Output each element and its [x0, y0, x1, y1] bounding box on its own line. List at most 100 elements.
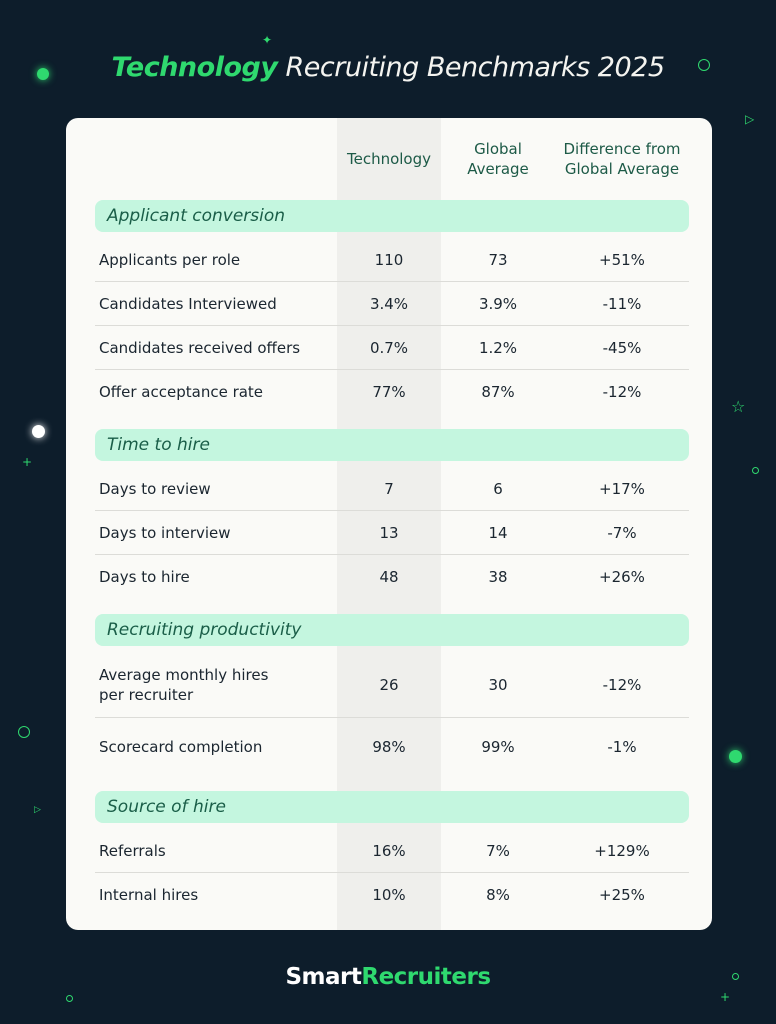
row-label-line: Average monthly hires	[99, 665, 269, 684]
table-row: Referrals 16% 7% +129%	[95, 829, 689, 873]
row-label-line: Offer acceptance rate	[99, 382, 264, 401]
difference-value: +25%	[599, 885, 645, 904]
table-header-row: Technology Global Average Difference from…	[95, 118, 689, 200]
row-label-line: Scorecard completion	[99, 737, 263, 756]
decorative-plus-icon: ✦	[262, 33, 273, 47]
table-row: Scorecard completion 98% 99% -1%	[95, 718, 689, 775]
section-header: Recruiting productivity	[95, 614, 689, 646]
difference-value: -1%	[607, 737, 637, 756]
decorative-ring	[752, 467, 759, 474]
technology-value: 110	[374, 250, 404, 269]
row-label-line: Days to hire	[99, 567, 190, 586]
row-label-line: Candidates received offers	[99, 338, 301, 357]
row-label: Internal hires	[95, 886, 337, 904]
row-label-line: Applicants per role	[99, 250, 241, 269]
global-average-value: 99%	[481, 737, 515, 756]
header-line: Technology	[346, 150, 432, 168]
global-average-value: 30	[488, 675, 508, 694]
global-average-value: 73	[488, 250, 508, 269]
technology-value: 16%	[372, 841, 406, 860]
decorative-triangle-icon: ▷	[745, 112, 755, 126]
global-average-value: 1.2%	[478, 338, 518, 357]
row-label-line: Candidates Interviewed	[99, 294, 277, 313]
difference-value: -12%	[602, 675, 642, 694]
header-line: Difference from	[563, 140, 681, 158]
global-average-value: 7%	[486, 841, 510, 860]
difference-value: +51%	[599, 250, 645, 269]
decorative-ring	[18, 726, 30, 738]
global-average-value: 14	[488, 523, 508, 542]
technology-value: 48	[379, 567, 399, 586]
global-average-value: 38	[488, 567, 508, 586]
technology-value: 13	[379, 523, 399, 542]
decorative-glow-dot	[729, 750, 742, 763]
title-rest: Recruiting Benchmarks 2025	[277, 52, 666, 83]
row-label: Days to review	[95, 480, 337, 498]
row-label: Average monthly hires per recruiter	[95, 665, 337, 705]
page-title: Technology Recruiting Benchmarks 2025	[0, 52, 776, 83]
table-row: Applicants per role 110 73 +51%	[95, 238, 689, 282]
technology-value: 77%	[372, 382, 406, 401]
table-row: Candidates Interviewed 3.4% 3.9% -11%	[95, 282, 689, 326]
logo-part1: Smart	[285, 964, 362, 990]
header-technology: Technology	[337, 149, 441, 169]
technology-value: 10%	[372, 885, 406, 904]
decorative-star-icon: ☆	[731, 397, 746, 416]
decorative-plus-icon: +	[720, 990, 731, 1004]
technology-value: 0.7%	[369, 338, 409, 357]
row-label-line: Referrals	[99, 841, 166, 860]
difference-value: -45%	[602, 338, 642, 357]
header-global-average: Global Average	[441, 139, 555, 179]
row-label: Candidates received offers	[95, 339, 337, 357]
benchmark-table: Technology Global Average Difference from…	[66, 118, 689, 916]
global-average-value: 6	[493, 479, 503, 498]
row-label-line: Days to review	[99, 479, 211, 498]
global-average-value: 87%	[481, 382, 515, 401]
row-label: Days to hire	[95, 568, 337, 586]
table-row: Average monthly hires per recruiter 26 30 -1…	[95, 652, 689, 718]
row-label: Candidates Interviewed	[95, 295, 337, 313]
technology-value: 26	[379, 675, 399, 694]
header-line: Global Average	[564, 160, 680, 178]
difference-value: -11%	[602, 294, 642, 313]
header-line: Global	[474, 140, 522, 158]
difference-value: -7%	[607, 523, 637, 542]
header-difference: Difference from Global Average	[555, 139, 689, 179]
difference-value: +17%	[599, 479, 645, 498]
table-row: Offer acceptance rate 77% 87% -12%	[95, 370, 689, 413]
table-row: Days to interview 13 14 -7%	[95, 511, 689, 555]
global-average-value: 8%	[486, 885, 510, 904]
difference-value: +129%	[594, 841, 650, 860]
decorative-triangle-icon: ▷	[34, 805, 41, 815]
technology-value: 3.4%	[369, 294, 409, 313]
decorative-glow-dot	[37, 68, 49, 80]
decorative-ring	[66, 995, 73, 1002]
header-line: Average	[467, 160, 529, 178]
difference-value: -12%	[602, 382, 642, 401]
global-average-value: 3.9%	[478, 294, 518, 313]
table-row: Days to hire 48 38 +26%	[95, 555, 689, 598]
title-highlight: Technology	[111, 52, 278, 83]
logo-part2: Recruiters	[361, 964, 491, 990]
row-label-line: Internal hires	[99, 885, 199, 904]
table-row: Days to review 7 6 +17%	[95, 467, 689, 511]
row-label-line: per recruiter	[99, 685, 194, 704]
decorative-ring	[732, 973, 739, 980]
row-label: Scorecard completion	[95, 738, 337, 756]
section-header: Time to hire	[95, 429, 689, 461]
technology-value: 7	[384, 479, 394, 498]
table-row: Internal hires 10% 8% +25%	[95, 873, 689, 916]
decorative-glow-dot	[32, 425, 45, 438]
decorative-ring	[698, 59, 710, 71]
technology-value: 98%	[372, 737, 406, 756]
benchmark-table-card: Technology Global Average Difference from…	[66, 118, 712, 930]
row-label: Applicants per role	[95, 251, 337, 269]
row-label: Days to interview	[95, 524, 337, 542]
row-label: Referrals	[95, 842, 337, 860]
table-row: Candidates received offers 0.7% 1.2% -45%	[95, 326, 689, 370]
section-header: Source of hire	[95, 791, 689, 823]
row-label-line: Days to interview	[99, 523, 231, 542]
smartrecruiters-logo: SmartRecruiters	[0, 964, 776, 990]
row-label: Offer acceptance rate	[95, 383, 337, 401]
section-header: Applicant conversion	[95, 200, 689, 232]
